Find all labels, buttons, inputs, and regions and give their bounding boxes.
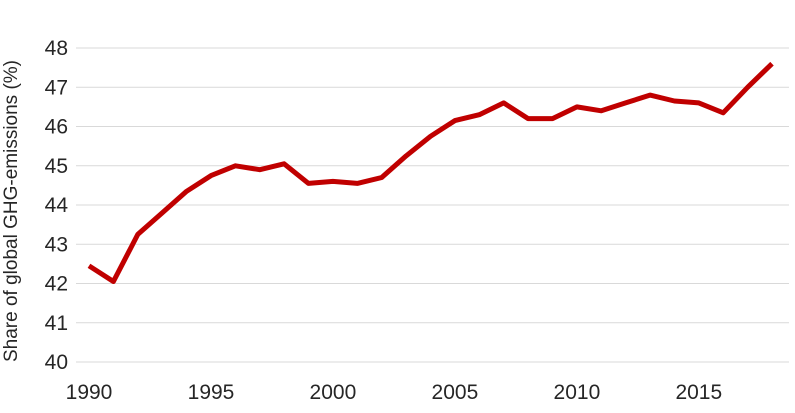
x-tick-label: 2005 [432, 381, 479, 404]
x-tick-label: 1995 [188, 381, 235, 404]
y-tick-label: 43 [45, 233, 68, 256]
y-tick-label: 48 [45, 37, 68, 60]
x-tick-label: 2010 [554, 381, 601, 404]
y-axis-title: Share of global GHG-emissions (%) [1, 60, 22, 362]
x-tick-label: 2000 [310, 381, 357, 404]
y-tick-label: 45 [45, 155, 68, 178]
data-line [87, 61, 774, 284]
y-tick-label: 41 [45, 312, 68, 335]
x-tick-label: 1990 [66, 381, 113, 404]
y-tick-label: 46 [45, 116, 68, 139]
y-tick-label: 40 [45, 351, 68, 374]
x-tick-label: 2015 [675, 381, 722, 404]
y-tick-label: 44 [45, 194, 69, 217]
y-tick-label: 47 [45, 76, 68, 99]
y-tick-label: 42 [45, 273, 68, 296]
